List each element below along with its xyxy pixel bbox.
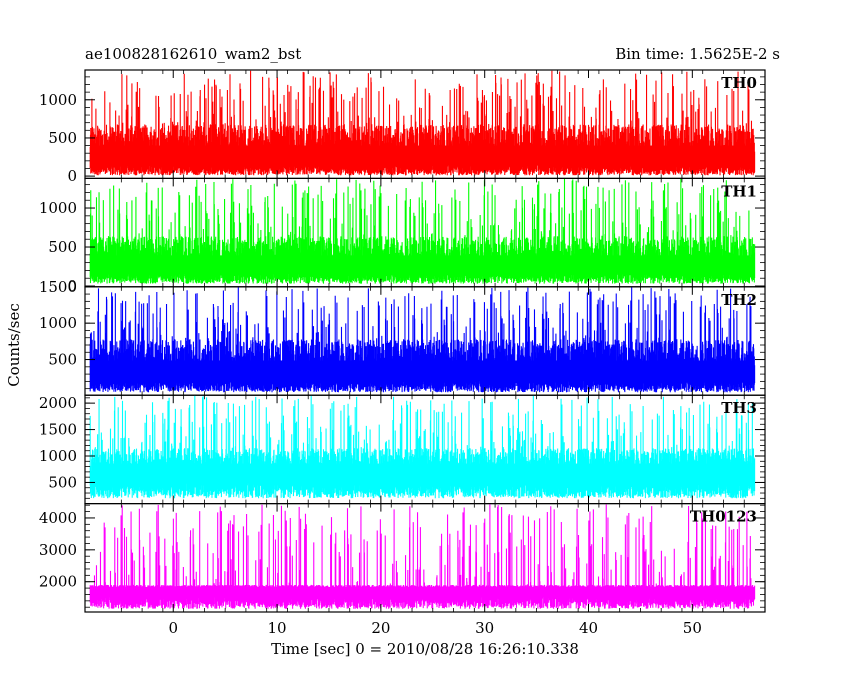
y-tick-label: 1500 — [39, 278, 77, 296]
panel-label-th1: TH1 — [721, 182, 757, 200]
y-tick-label: 1000 — [39, 447, 77, 465]
series-core-th0 — [95, 145, 750, 159]
series-th0 — [89, 70, 756, 176]
x-tick-label: 20 — [371, 619, 390, 637]
y-tick-label: 1000 — [39, 314, 77, 332]
x-tick-label: 30 — [475, 619, 494, 637]
panel-th2: 500 1000 1500 TH2 — [39, 278, 766, 396]
y-tick-label: 1000 — [39, 199, 77, 217]
y-tick-label: 500 — [48, 238, 77, 256]
x-tick-label: 40 — [579, 619, 598, 637]
y-tick-label: 500 — [48, 473, 77, 491]
panel-label-th3: TH3 — [721, 399, 757, 417]
y-tick-label: 0 — [67, 167, 77, 185]
y-tick-label: 1000 — [39, 91, 77, 109]
y-tick-label: 500 — [48, 351, 77, 369]
panels-group: 05001000TH005001000TH150010001500TH25001… — [39, 69, 766, 637]
y-tick-label: 3000 — [39, 541, 77, 559]
panel-th3: 500 1000 1500 2000 TH3 — [39, 394, 766, 505]
y-tick-label: 4000 — [39, 509, 77, 527]
chart-title: ae100828162610_wam2_bst — [85, 45, 301, 63]
series-core-th3 — [95, 463, 750, 476]
panel-th0123: 2000 3000 4000 TH0123 0 10 20 30 40 50 — [39, 503, 766, 637]
panel-label-th0: TH0 — [721, 74, 757, 92]
y-tick-label: 1500 — [39, 421, 77, 439]
bin-time-label: Bin time: 1.5625E-2 s — [615, 45, 780, 63]
series-th3 — [89, 395, 756, 499]
y-tick-label: 0 — [67, 277, 77, 295]
series-core-th0123 — [95, 586, 750, 594]
x-axis-label: Time [sec] 0 = 2010/08/28 16:26:10.338 — [271, 640, 579, 658]
y-tick-label: 2000 — [39, 573, 77, 591]
panel-label-th0123: TH0123 — [690, 508, 757, 526]
panel-frame — [84, 503, 766, 613]
series-core-th1 — [95, 255, 750, 268]
series-th2 — [89, 287, 756, 393]
panel-label-th2: TH2 — [721, 291, 757, 309]
y-tick-label: 2000 — [39, 394, 77, 412]
series-th1 — [89, 178, 756, 284]
y-axis-label: Counts/sec — [5, 303, 23, 387]
y-tick-label: 500 — [48, 129, 77, 147]
series-core-th2 — [95, 360, 750, 375]
x-tick-label: 0 — [168, 619, 178, 637]
panel-th1: 0 500 1000 TH1 — [39, 177, 766, 295]
x-tick-label: 10 — [268, 619, 287, 637]
panel-th0: 0 500 1000 TH0 — [39, 69, 766, 185]
x-tick-label: 50 — [683, 619, 702, 637]
